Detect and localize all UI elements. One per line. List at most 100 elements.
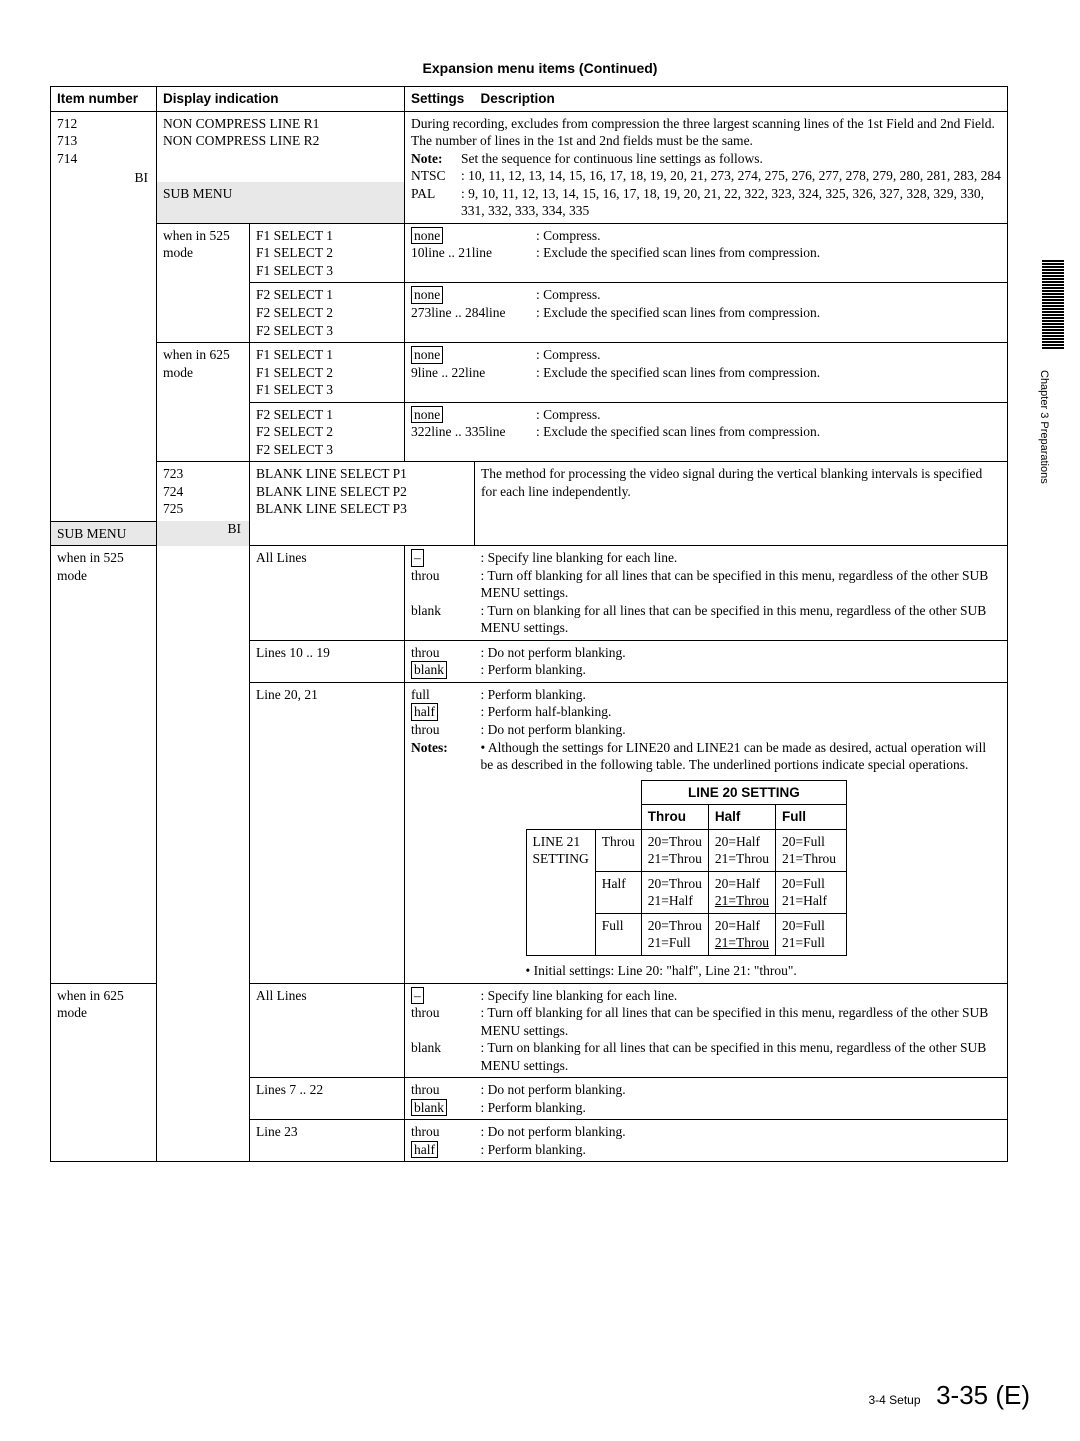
disp-l2: NON COMPRESS LINE R2 <box>163 133 319 148</box>
r-half: Half <box>595 871 641 913</box>
row-712-top: 712 713 714 BI NON COMPRESS LINE R1 NON … <box>51 111 1008 182</box>
mode-525: when in 525 mode <box>51 546 157 983</box>
chapter-sidebar: Chapter 3 Preparations <box>1038 370 1050 484</box>
exclude: : Exclude the specified scan lines from … <box>536 423 1001 441</box>
barcode-decoration <box>1042 260 1064 350</box>
c-ht: 20=Throu 21=Half <box>641 871 708 913</box>
table-caption: Expansion menu items (Continued) <box>50 60 1030 76</box>
hdr-disp: Display indication <box>157 87 405 112</box>
desc1: During recording, excludes from compress… <box>411 116 995 149</box>
do-not: : Do not perform blanking. <box>481 645 626 660</box>
desc-722: : Do not perform blanking. : Perform bla… <box>475 1078 1008 1120</box>
mode-525: when in 525 mode <box>157 223 250 342</box>
throu: throu <box>411 568 440 583</box>
desc-625-f1: none : Compress. 9line .. 22line : Exclu… <box>405 343 1008 403</box>
c-ff: 20=Full 21=Full <box>775 913 846 955</box>
desc-712-top: During recording, excludes from compress… <box>405 111 1008 223</box>
mode-625: when in 625 mode <box>51 983 157 1162</box>
turn-off: : Turn off blanking for all lines that c… <box>481 568 989 601</box>
exclude: : Exclude the specified scan lines from … <box>536 244 1001 262</box>
half-box-23: half <box>411 1141 438 1159</box>
mode-625: when in 625 mode <box>157 343 250 462</box>
blank-box: blank <box>411 661 447 679</box>
compress: : Compress. <box>536 286 1001 304</box>
throu: throu <box>411 722 440 737</box>
turn-off-625: : Turn off blanking for all lines that c… <box>481 1005 989 1038</box>
compress: : Compress. <box>536 227 1001 245</box>
hdr-half: Half <box>708 805 775 830</box>
row-712-525-f1: when in 525 mode F1 SELECT 1 F1 SELECT 2… <box>51 223 1008 283</box>
spec-each-625: : Specify line blanking for each line. <box>481 988 678 1003</box>
c-hf: 20=Full 21=Half <box>775 871 846 913</box>
settings-1019: throu blank <box>405 640 475 682</box>
throu: throu <box>411 1005 440 1020</box>
desc-525-f1: none : Compress. 10line .. 21line : Excl… <box>405 223 1008 283</box>
nested-hdr: LINE 20 SETTING <box>641 780 846 805</box>
none-box: none <box>411 346 443 364</box>
dash-box-625: – <box>411 987 424 1005</box>
page-footer: 3-4 Setup 3-35 (E) <box>868 1380 1030 1411</box>
f2-select: F2 SELECT 1 F2 SELECT 2 F2 SELECT 3 <box>250 402 405 462</box>
full: full <box>411 687 430 702</box>
perform-b: : Perform blanking. <box>481 687 586 702</box>
none-box: none <box>411 227 443 245</box>
footer-page: 3-35 (E) <box>936 1380 1030 1410</box>
desc-525-all: : Specify line blanking for each line. :… <box>475 546 1008 641</box>
hdr-full: Full <box>775 805 846 830</box>
pal-k: PAL <box>411 185 461 220</box>
note-bullet: • Although the settings for LINE20 and L… <box>481 740 987 773</box>
dash-box: – <box>411 549 424 567</box>
line21-setting: LINE 21 SETTING <box>526 829 595 955</box>
none-box: none <box>411 286 443 304</box>
item-723: 723 724 725 BI <box>157 462 250 1162</box>
table-header-row: Item number Display indication Settings … <box>51 87 1008 112</box>
hdr-throu: Throu <box>641 805 708 830</box>
disp-p3: BLANK LINE SELECT P3 <box>256 501 407 516</box>
range-273-284: 273line .. 284line <box>411 304 536 322</box>
turn-on-625: : Turn on blanking for all lines that ca… <box>481 1040 987 1073</box>
f2-select: F2 SELECT 1 F2 SELECT 2 F2 SELECT 3 <box>250 283 405 343</box>
blank-box-722: blank <box>411 1099 447 1117</box>
hdr-item: Item number <box>51 87 157 112</box>
lines-7-22: Lines 7 .. 22 <box>250 1078 405 1120</box>
initial-settings: • Initial settings: Line 20: "half", Lin… <box>481 962 1002 980</box>
disp-p1: BLANK LINE SELECT P1 <box>256 466 407 481</box>
all-lines-625: All Lines <box>250 983 405 1078</box>
settings-525-all: – throu blank <box>405 546 475 641</box>
perform: : Perform blanking. <box>481 662 586 677</box>
settings-722: throu blank <box>405 1078 475 1120</box>
r-full: Full <box>595 913 641 955</box>
exclude: : Exclude the specified scan lines from … <box>536 304 1001 322</box>
f1-select: F1 SELECT 1 F1 SELECT 2 F1 SELECT 3 <box>250 223 405 283</box>
f1-select: F1 SELECT 1 F1 SELECT 2 F1 SELECT 3 <box>250 343 405 403</box>
desc-625-f2: none : Compress. 322line .. 335line : Ex… <box>405 402 1008 462</box>
range-322-335: 322line .. 335line <box>411 423 536 441</box>
half-box: half <box>411 703 438 721</box>
throu: throu <box>411 645 440 660</box>
compress: : Compress. <box>536 346 1001 364</box>
settings-2021: full half throu Notes: <box>405 682 475 983</box>
notes-label: Notes: <box>411 740 448 755</box>
disp-l1: NON COMPRESS LINE R1 <box>163 116 319 131</box>
desc-525-f2: none : Compress. 273line .. 284line : Ex… <box>405 283 1008 343</box>
all-lines: All Lines <box>250 546 405 641</box>
c-fh: 20=Half21=Throu <box>708 913 775 955</box>
compress: : Compress. <box>536 406 1001 424</box>
ntsc-k: NTSC <box>411 167 461 185</box>
range-10-21: 10line .. 21line <box>411 244 536 262</box>
submenu-712: SUB MENU <box>157 182 405 223</box>
c-tt: 20=Throu 21=Throu <box>641 829 708 871</box>
perform-23: : Perform blanking. <box>481 1142 586 1157</box>
line20-setting-table: LINE 20 SETTING Throu Half Full LINE 21 … <box>526 780 847 956</box>
do-not-23: : Do not perform blanking. <box>481 1124 626 1139</box>
desc-23: : Do not perform blanking. : Perform bla… <box>475 1120 1008 1162</box>
range-9-22: 9line .. 22line <box>411 364 536 382</box>
desc-2021: : Perform blanking. : Perform half-blank… <box>475 682 1008 983</box>
hdr-set: Settings <box>405 87 475 112</box>
exclude: : Exclude the specified scan lines from … <box>536 364 1001 382</box>
submenu-723: SUB MENU <box>51 521 250 546</box>
footer-section: 3-4 Setup <box>868 1393 920 1407</box>
line-20-21: Line 20, 21 <box>250 682 405 983</box>
item-numbers-723: 723 724 725 <box>163 466 183 516</box>
lines-10-19: Lines 10 .. 19 <box>250 640 405 682</box>
